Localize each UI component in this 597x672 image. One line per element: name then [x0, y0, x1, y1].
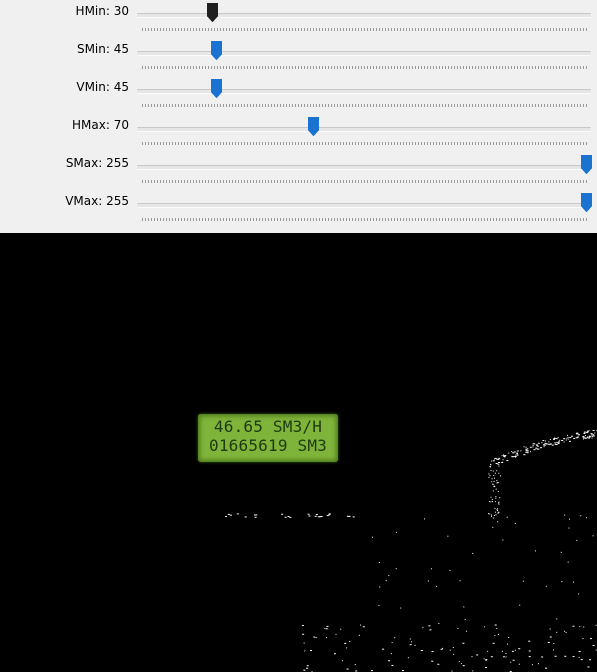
slider-thumb[interactable]	[581, 193, 592, 212]
slider-vmin: VMin: 45	[0, 79, 597, 117]
slider-ticks	[142, 66, 589, 69]
slider-label: SMax: 255	[66, 155, 129, 171]
slider-ticks	[142, 142, 589, 145]
slider-thumb[interactable]	[308, 117, 319, 136]
slider-track[interactable]	[137, 203, 591, 208]
slider-ticks	[142, 218, 589, 221]
slider-hmin: HMin: 30	[0, 3, 597, 41]
slider-track[interactable]	[137, 89, 591, 94]
lcd-display: 46.65 SM3/H 01665619 SM3	[198, 414, 338, 462]
slider-track[interactable]	[137, 51, 591, 56]
slider-hmax: HMax: 70	[0, 117, 597, 155]
slider-thumb[interactable]	[211, 41, 222, 60]
slider-label: HMin: 30	[76, 3, 129, 19]
lcd-line-2: 01665619 SM3	[198, 436, 338, 455]
slider-thumb[interactable]	[207, 3, 218, 22]
slider-label: SMin: 45	[77, 41, 129, 57]
slider-ticks	[142, 104, 589, 107]
slider-smin: SMin: 45	[0, 41, 597, 79]
slider-ticks	[142, 28, 589, 31]
slider-thumb[interactable]	[211, 79, 222, 98]
slider-label: HMax: 70	[72, 117, 129, 133]
slider-label: VMax: 255	[65, 193, 129, 209]
slider-smax: SMax: 255	[0, 155, 597, 193]
slider-track[interactable]	[137, 127, 591, 132]
slider-ticks	[142, 180, 589, 183]
slider-label: VMin: 45	[76, 79, 129, 95]
camera-mask-view: 46.65 SM3/H 01665619 SM3	[0, 233, 597, 672]
slider-track[interactable]	[137, 165, 591, 170]
slider-thumb[interactable]	[581, 155, 592, 174]
lcd-line-1: 46.65 SM3/H	[198, 417, 338, 436]
trackbar-panel: HMin: 30 SMin: 45 VMin: 45 HMax: 70 SMax…	[0, 0, 597, 233]
slider-track[interactable]	[137, 13, 591, 18]
slider-vmax: VMax: 255	[0, 193, 597, 231]
